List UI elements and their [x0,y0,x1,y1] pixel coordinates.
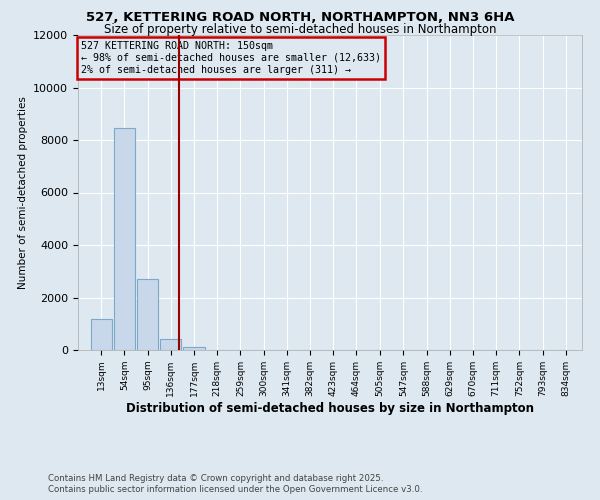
Y-axis label: Number of semi-detached properties: Number of semi-detached properties [17,96,28,289]
Bar [114,128,135,350]
Text: Contains HM Land Registry data © Crown copyright and database right 2025.
Contai: Contains HM Land Registry data © Crown c… [48,474,422,494]
X-axis label: Distribution of semi-detached houses by size in Northampton: Distribution of semi-detached houses by … [126,402,534,414]
Bar [184,348,205,350]
Text: Size of property relative to semi-detached houses in Northampton: Size of property relative to semi-detach… [104,22,496,36]
Text: 527 KETTERING ROAD NORTH: 150sqm
← 98% of semi-detached houses are smaller (12,6: 527 KETTERING ROAD NORTH: 150sqm ← 98% o… [80,42,380,74]
Text: 527, KETTERING ROAD NORTH, NORTHAMPTON, NN3 6HA: 527, KETTERING ROAD NORTH, NORTHAMPTON, … [86,11,514,24]
Bar [91,318,112,350]
Bar [137,279,158,350]
Bar [160,338,181,350]
